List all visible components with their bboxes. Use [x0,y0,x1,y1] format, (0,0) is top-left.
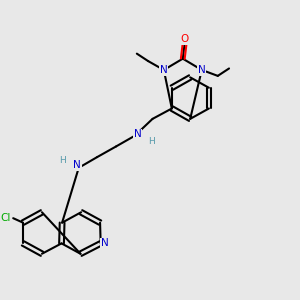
Text: O: O [180,34,189,44]
Text: H: H [148,136,154,146]
Text: N: N [101,238,108,248]
Text: N: N [134,129,142,139]
Text: N: N [74,160,81,170]
Text: Cl: Cl [1,213,11,223]
Text: H: H [59,156,66,165]
Text: N: N [160,65,168,75]
Text: N: N [198,65,206,75]
